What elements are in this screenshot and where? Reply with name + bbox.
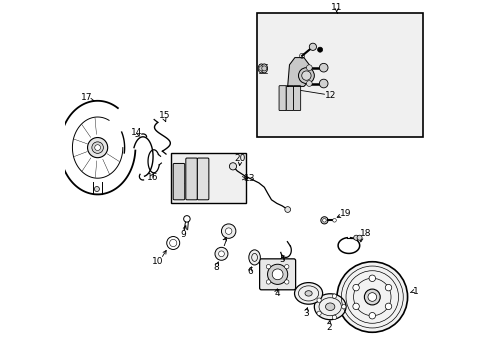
Text: 17: 17 — [81, 93, 92, 102]
Text: 14: 14 — [131, 128, 142, 137]
Ellipse shape — [294, 283, 322, 304]
Circle shape — [266, 280, 270, 284]
FancyBboxPatch shape — [279, 86, 285, 111]
Ellipse shape — [258, 64, 264, 73]
Circle shape — [92, 142, 103, 153]
Circle shape — [225, 228, 231, 234]
Circle shape — [95, 145, 101, 150]
Circle shape — [368, 312, 375, 319]
Text: 6: 6 — [246, 267, 252, 276]
Circle shape — [94, 186, 99, 192]
Text: 8: 8 — [213, 263, 219, 272]
Ellipse shape — [248, 250, 260, 265]
Circle shape — [356, 235, 362, 240]
Text: 1: 1 — [412, 287, 418, 296]
FancyBboxPatch shape — [185, 158, 197, 200]
Text: 7: 7 — [220, 239, 226, 248]
Circle shape — [267, 264, 287, 284]
Text: 16: 16 — [147, 173, 159, 182]
Text: 2: 2 — [325, 323, 331, 332]
Text: 4: 4 — [274, 289, 279, 298]
Text: 13: 13 — [244, 174, 255, 183]
Circle shape — [319, 79, 327, 88]
Circle shape — [306, 65, 311, 71]
Circle shape — [322, 219, 325, 222]
Circle shape — [319, 63, 327, 72]
Circle shape — [367, 293, 376, 301]
Circle shape — [218, 251, 224, 257]
Text: 5: 5 — [279, 256, 285, 264]
Ellipse shape — [261, 64, 267, 73]
Circle shape — [316, 311, 321, 315]
Bar — [257, 13, 422, 137]
Text: 15: 15 — [159, 112, 170, 120]
Text: 3: 3 — [302, 310, 308, 319]
Ellipse shape — [325, 303, 334, 310]
Circle shape — [215, 247, 227, 260]
Text: 19: 19 — [340, 210, 351, 218]
Circle shape — [258, 66, 264, 71]
Circle shape — [320, 217, 327, 224]
Text: 11: 11 — [330, 4, 342, 13]
Circle shape — [309, 43, 316, 50]
FancyBboxPatch shape — [293, 86, 300, 111]
Circle shape — [385, 284, 391, 291]
Circle shape — [317, 47, 322, 52]
Circle shape — [316, 298, 321, 302]
Circle shape — [266, 265, 270, 269]
Text: 10: 10 — [151, 256, 163, 266]
Circle shape — [331, 315, 336, 319]
Text: 20: 20 — [234, 154, 245, 163]
Circle shape — [364, 289, 380, 305]
Circle shape — [221, 224, 235, 238]
Circle shape — [353, 235, 358, 240]
Ellipse shape — [314, 294, 346, 320]
Bar — [170, 153, 246, 203]
Circle shape — [284, 207, 290, 212]
FancyBboxPatch shape — [259, 259, 295, 290]
Circle shape — [385, 303, 391, 310]
Circle shape — [87, 138, 107, 158]
FancyBboxPatch shape — [197, 158, 208, 200]
Circle shape — [332, 219, 336, 222]
Circle shape — [229, 163, 236, 170]
Circle shape — [261, 66, 266, 71]
Circle shape — [284, 265, 288, 269]
Ellipse shape — [305, 291, 311, 296]
Circle shape — [368, 275, 375, 282]
Circle shape — [331, 294, 336, 298]
Text: 12: 12 — [325, 91, 336, 100]
Text: 9: 9 — [180, 230, 186, 239]
Circle shape — [298, 68, 314, 84]
Circle shape — [284, 280, 288, 284]
Text: 18: 18 — [359, 229, 370, 238]
Circle shape — [301, 71, 310, 80]
Circle shape — [336, 262, 407, 332]
Circle shape — [272, 269, 283, 280]
Circle shape — [341, 305, 346, 309]
Polygon shape — [287, 58, 309, 86]
Circle shape — [352, 303, 359, 310]
Circle shape — [352, 284, 359, 291]
Circle shape — [306, 81, 311, 86]
FancyBboxPatch shape — [173, 163, 184, 200]
FancyBboxPatch shape — [285, 86, 293, 111]
